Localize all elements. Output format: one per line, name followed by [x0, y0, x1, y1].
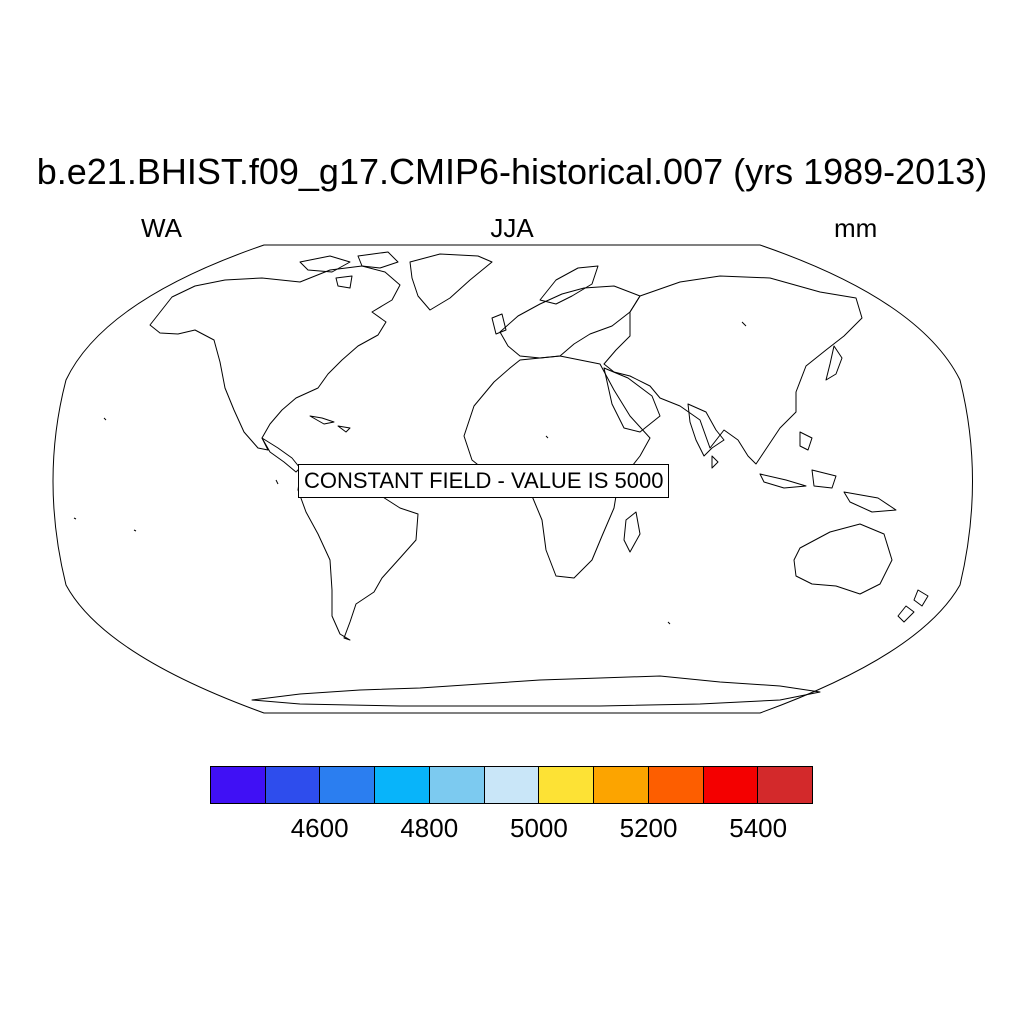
antarctica-coastline — [251, 675, 821, 707]
map-boundary — [52, 244, 973, 714]
new-zealand-coastline — [913, 589, 929, 607]
constant-field-label: CONSTANT FIELD - VALUE IS 5000 — [298, 464, 670, 498]
africa-coastline — [463, 355, 651, 579]
europe-coastline — [499, 285, 641, 359]
season-label: JJA — [490, 213, 534, 243]
plot-title: b.e21.BHIST.f09_g17.CMIP6-historical.007… — [36, 151, 988, 192]
madagascar-coastline — [623, 511, 641, 553]
colorbar-box — [594, 767, 649, 803]
colorbar-tick-label: 4600 — [290, 813, 349, 843]
colorbar-tick-label: 5000 — [509, 813, 568, 843]
colorbar-tick-label: 4800 — [400, 813, 459, 843]
colorbar-box — [648, 767, 704, 803]
india-coastline — [687, 403, 725, 457]
colorbar-box — [539, 767, 595, 803]
asia-coastline — [603, 275, 863, 465]
colorbar-tick-label: 5400 — [729, 813, 788, 843]
colorbar — [210, 766, 813, 804]
scandinavia-coastline — [539, 265, 599, 305]
variable-label: WA — [141, 213, 182, 243]
south-america-coastline — [297, 469, 419, 641]
japan-coastline — [825, 345, 843, 381]
colorbar-box — [211, 767, 266, 803]
colorbar-box — [703, 767, 759, 803]
colorbar-box — [429, 767, 485, 803]
greenland-coastline — [409, 253, 493, 311]
colorbar-box — [758, 767, 813, 803]
colorbar-tick-label: 5200 — [619, 813, 678, 843]
arabia-coastline — [603, 367, 661, 433]
colorbar-box — [375, 767, 430, 803]
north-america-coastline — [149, 265, 401, 451]
units-label: mm — [834, 213, 878, 243]
british-isles — [491, 313, 507, 335]
colorbar-box — [265, 767, 321, 803]
australia-coastline — [793, 523, 893, 595]
colorbar-box — [320, 767, 376, 803]
colorbar-box — [484, 767, 540, 803]
central-america-coastline — [261, 437, 301, 473]
